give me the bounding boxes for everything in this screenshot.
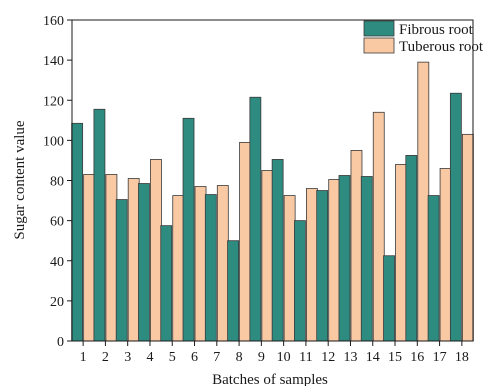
bar-tuberous-root-batch-9 [261,170,274,342]
x-tick-label-17: 17 [433,350,447,365]
y-tick-label-140: 140 [43,54,64,69]
x-tick-label-2: 2 [102,350,109,365]
y-tick-label-120: 120 [43,94,64,109]
y-tick-label-80: 80 [50,175,64,190]
bar-tuberous-root-batch-15 [395,164,407,342]
x-tick-label-6: 6 [191,350,198,365]
y-tick-label-20: 20 [50,295,64,310]
y-axis-title: Sugar content value [12,120,28,239]
x-tick-label-1: 1 [80,350,87,365]
x-tick-label-18: 18 [455,350,469,365]
bar-fibrous-root-batch-3 [115,199,128,342]
bar-fibrous-root-batch-18 [449,92,462,342]
bar-tuberous-root-batch-11 [306,188,318,342]
bar-fibrous-root-batch-6 [182,117,195,342]
x-tick-label-14: 14 [366,350,380,365]
x-tick-label-7: 7 [213,350,220,365]
bar-fibrous-root-batch-10 [271,159,284,342]
x-tick-label-13: 13 [343,350,357,365]
legend-swatch-tuberous-root [363,37,395,54]
y-tick-label-60: 60 [50,215,64,230]
bar-fibrous-root-batch-15 [383,255,395,342]
bar-tuberous-root-batch-1 [83,174,96,342]
x-tick-label-3: 3 [124,350,131,365]
bar-tuberous-root-batch-3 [127,178,140,342]
x-tick-label-5: 5 [169,350,176,365]
bar-fibrous-root-batch-5 [160,225,173,342]
x-tick-label-4: 4 [146,350,153,365]
legend-label-fibrous-root: Fibrous root [399,22,474,38]
bar-tuberous-root-batch-7 [216,185,229,342]
bar-tuberous-root-batch-4 [150,159,162,342]
bar-tuberous-root-batch-17 [439,168,452,342]
bar-fibrous-root-batch-17 [427,195,440,342]
y-tick-label-0: 0 [57,335,64,350]
bar-fibrous-root-batch-11 [294,220,306,342]
x-tick-label-16: 16 [410,350,424,365]
x-tick-label-9: 9 [258,350,265,365]
legend-swatch-fibrous-root [363,20,395,37]
bar-tuberous-root-batch-12 [328,179,341,342]
bar-fibrous-root-batch-1 [71,122,84,342]
legend-label-tuberous-root: Tuberous root [399,39,484,55]
y-tick-label-160: 160 [43,14,64,29]
bar-tuberous-root-batch-18 [461,133,474,342]
x-axis-title: Batches of samples [212,372,328,386]
bar-tuberous-root-batch-8 [239,141,251,342]
bar-tuberous-root-batch-10 [283,195,296,342]
bars-layer [71,61,474,342]
bar-fibrous-root-batch-7 [204,194,217,342]
bar-fibrous-root-batch-12 [316,190,329,342]
bar-fibrous-root-batch-16 [405,155,418,342]
x-tick-label-10: 10 [277,350,291,365]
x-tick-label-15: 15 [388,350,402,365]
bar-fibrous-root-batch-9 [249,96,262,342]
bar-tuberous-root-batch-16 [417,61,430,342]
bar-tuberous-root-batch-6 [194,186,207,342]
y-tick-label-40: 40 [50,255,64,270]
bar-fibrous-root-batch-2 [93,108,106,342]
bar-fibrous-root-batch-14 [360,176,373,342]
bar-tuberous-root-batch-13 [350,150,363,342]
x-tick-label-11: 11 [299,350,312,365]
x-tick-label-8: 8 [236,350,243,365]
x-tick-label-12: 12 [321,350,335,365]
bar-fibrous-root-batch-4 [138,183,150,342]
y-tick-label-100: 100 [43,134,64,149]
bar-tuberous-root-batch-14 [372,111,385,342]
bar-fibrous-root-batch-8 [227,240,239,342]
bar-tuberous-root-batch-2 [105,174,118,342]
bar-fibrous-root-batch-13 [338,175,351,342]
bar-tuberous-root-batch-5 [172,195,185,342]
legend: Fibrous root Tuberous root [363,20,484,55]
